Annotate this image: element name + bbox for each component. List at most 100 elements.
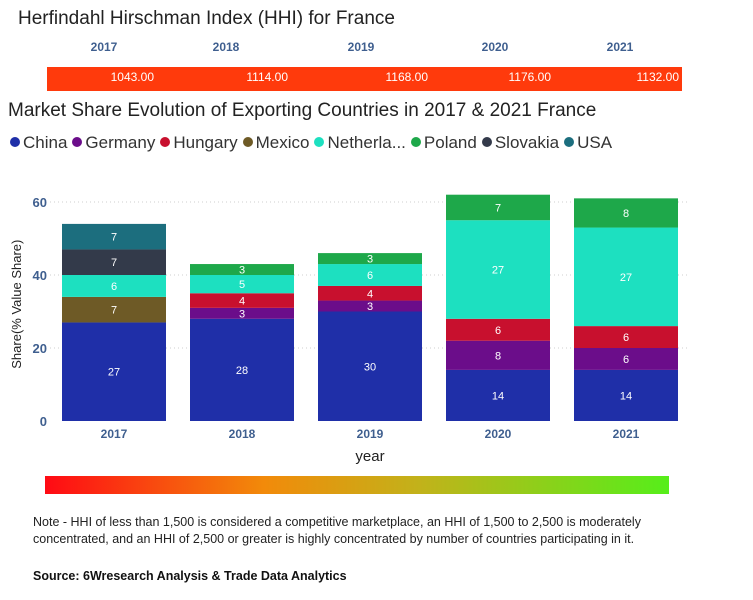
hhi-bar	[47, 67, 682, 91]
bar-segment-hungary-2020	[446, 318, 550, 341]
bar-segment-netherlands-2018	[190, 275, 294, 294]
data-label-poland-2020: 7	[495, 202, 501, 214]
data-label-poland-2021: 8	[623, 208, 629, 220]
data-label-hungary-2018: 4	[239, 296, 245, 308]
hhi-title: Herfindahl Hirschman Index (HHI) for Fra…	[18, 8, 395, 29]
hhi-value-2021: 1132.00	[636, 70, 680, 84]
data-label-hungary-2021: 6	[623, 332, 629, 344]
hhi-year-2019: 2019	[347, 40, 375, 54]
data-label-netherlands-2017: 6	[111, 281, 117, 293]
hhi-year-2018: 2018	[212, 40, 240, 54]
bar-segment-hungary-2018	[190, 293, 294, 308]
legend-dot-slovakia	[481, 137, 492, 147]
bar-segment-netherlands-2019	[318, 264, 422, 286]
bar-segment-germany-2021	[574, 348, 678, 370]
data-label-germany-2021: 6	[623, 354, 629, 366]
x-tick-label-2019: 2019	[357, 427, 384, 441]
legend-item-germany[interactable]: Germany	[72, 133, 155, 153]
x-tick-label-2020: 2020	[485, 427, 512, 441]
hhi-value-2019: 1168.00	[385, 70, 429, 84]
bar-segment-slovakia-2017	[62, 249, 166, 275]
data-label-germany-2019: 3	[367, 301, 373, 313]
hhi-value-2020: 1176.00	[508, 70, 552, 84]
data-label-slovakia-2017: 7	[111, 257, 117, 269]
bar-segment-netherlands-2017	[62, 275, 166, 297]
bar-segment-poland-2018	[190, 264, 294, 275]
hhi-value-2018: 1114.00	[246, 70, 288, 84]
data-label-china-2021: 14	[620, 390, 632, 402]
data-label-hungary-2020: 6	[495, 325, 501, 337]
bar-segment-netherlands-2021	[574, 227, 678, 327]
bar-segment-hungary-2021	[574, 326, 678, 348]
legend-item-netherlands[interactable]: Netherla...	[314, 133, 406, 153]
bar-segment-china-2020	[446, 369, 550, 421]
legend-dot-china	[10, 137, 20, 147]
legend-label-slovakia: Slovakia	[494, 133, 560, 152]
bar-segment-usa-2017	[62, 223, 166, 250]
data-label-netherlands-2021: 27	[620, 272, 632, 284]
x-tick-label-2021: 2021	[613, 427, 640, 441]
bar-segment-germany-2019	[318, 300, 422, 312]
data-label-netherlands-2019: 6	[367, 270, 373, 282]
stacked-bar-chart: 0 20 40 60 Share(% Value Share) 27 7 6 7 7 2017 28 3…	[9, 194, 690, 465]
bar-segment-china-2018	[190, 318, 294, 421]
data-label-mexico-2017: 7	[111, 305, 117, 317]
bar-segment-china-2019	[318, 311, 422, 421]
data-label-germany-2018: 3	[239, 308, 245, 320]
y-tick-label: 20	[33, 341, 47, 356]
legend-label-mexico: Mexico	[255, 133, 310, 152]
data-label-poland-2019: 3	[367, 254, 373, 266]
chart-title: Market Share Evolution of Exporting Coun…	[8, 100, 597, 121]
y-tick-label: 60	[33, 195, 47, 210]
legend-dot-mexico	[242, 137, 253, 147]
x-tick-label-2018: 2018	[229, 427, 256, 441]
legend-item-usa[interactable]: USA	[564, 133, 612, 153]
hhi-year-2017: 2017	[90, 40, 118, 54]
y-axis-label: Share(% Value Share)	[9, 240, 24, 369]
data-label-netherlands-2018: 5	[239, 279, 245, 291]
legend-dot-hungary	[160, 137, 171, 147]
bar-segment-netherlands-2020	[446, 220, 550, 319]
legend-item-hungary[interactable]: Hungary	[160, 133, 238, 153]
x-tick-label-2017: 2017	[101, 427, 128, 441]
data-label-hungary-2019: 4	[367, 288, 373, 300]
legend-dot-poland	[410, 137, 421, 147]
legend-item-china[interactable]: China	[10, 133, 67, 153]
legend-dot-germany	[72, 137, 83, 147]
note-text: Note - HHI of less than 1,500 is conside…	[33, 515, 641, 546]
data-label-germany-2020: 8	[495, 350, 501, 362]
bar-segment-poland-2019	[318, 253, 422, 265]
hhi-color-scale	[45, 476, 669, 494]
data-label-usa-2017: 7	[111, 232, 117, 244]
legend-label-usa: USA	[577, 133, 613, 152]
bar-segment-germany-2018	[190, 307, 294, 319]
data-label-poland-2018: 3	[239, 265, 245, 277]
bar-segment-germany-2020	[446, 340, 550, 370]
bar-segment-china-2021	[574, 369, 678, 421]
legend-label-germany: Germany	[85, 133, 156, 152]
legend-label-netherlands: Netherla...	[327, 133, 406, 152]
bar-segment-poland-2021	[574, 198, 678, 228]
chart-legend[interactable]: China Germany Hungary Mexico Netherla... Pola…	[10, 133, 617, 153]
source-text: Source: 6Wresearch Analysis & Trade Data…	[33, 569, 347, 583]
bar-segment-hungary-2019	[318, 285, 422, 301]
data-label-china-2017: 27	[108, 367, 120, 379]
y-tick-label: 0	[40, 414, 47, 429]
data-label-china-2020: 14	[492, 390, 504, 402]
legend-label-hungary: Hungary	[173, 133, 238, 152]
legend-label-china: China	[23, 133, 68, 152]
legend-item-mexico[interactable]: Mexico	[242, 133, 310, 153]
bar-segment-china-2017	[62, 322, 166, 421]
legend-item-slovakia[interactable]: Slovakia	[481, 133, 560, 153]
legend-label-poland: Poland	[423, 133, 477, 152]
data-label-china-2018: 28	[236, 365, 248, 377]
x-axis-label: year	[355, 448, 384, 465]
bar-segment-mexico-2017	[62, 296, 166, 323]
bar-segment-poland-2020	[446, 194, 550, 221]
legend-item-poland[interactable]: Poland	[410, 133, 477, 153]
data-label-china-2019: 30	[364, 361, 376, 373]
hhi-value-2017: 1043.00	[110, 70, 154, 84]
legend-dot-netherlands	[314, 137, 325, 147]
y-tick-label: 40	[33, 268, 47, 283]
hhi-year-2020: 2020	[481, 40, 509, 54]
